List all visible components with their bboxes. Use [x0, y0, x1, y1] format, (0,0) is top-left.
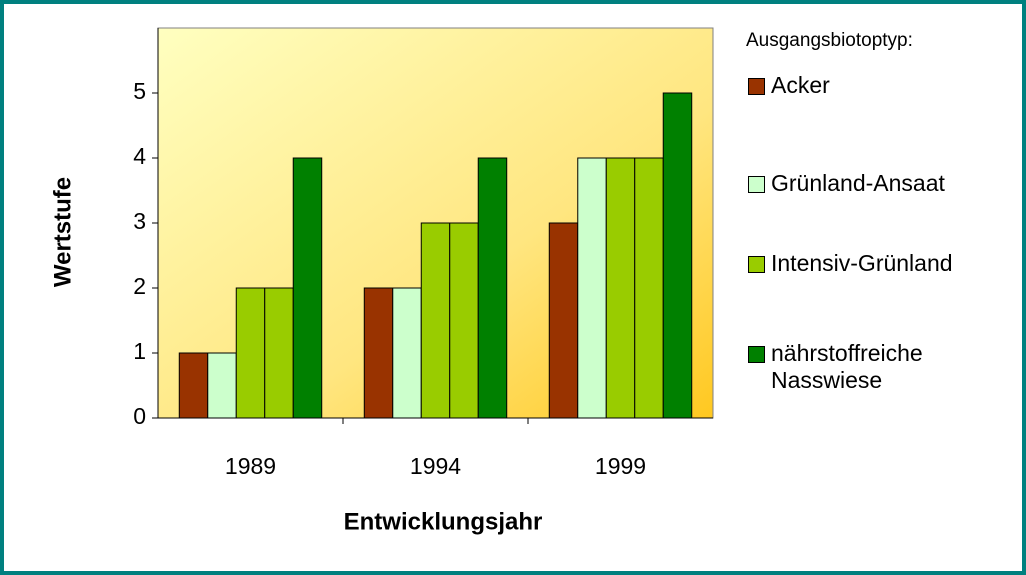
- y-tick-label: 5: [133, 78, 146, 104]
- bar: [634, 157, 664, 419]
- legend-swatch: [748, 256, 765, 273]
- y-axis-title: Wertstufe: [49, 177, 76, 287]
- bar: [477, 157, 508, 419]
- legend-title: Ausgangsbiotoptyp:: [746, 30, 913, 51]
- bar: [577, 157, 607, 419]
- y-tick-label: 0: [133, 403, 146, 429]
- legend-label: nährstoffreiche Nasswiese: [771, 340, 923, 393]
- x-tick-label: 1994: [410, 453, 461, 479]
- y-tick-label: 4: [133, 143, 146, 169]
- bar: [264, 287, 294, 419]
- x-tick-label: 1989: [225, 453, 276, 479]
- x-tick-label: 1999: [595, 453, 646, 479]
- legend-swatch: [748, 176, 765, 193]
- x-axis-title: Entwicklungsjahr: [344, 508, 543, 535]
- bar: [392, 287, 422, 419]
- y-tick-label: 2: [133, 273, 146, 299]
- legend-label: Intensiv-Grünland: [771, 250, 953, 276]
- y-tick-label: 3: [133, 208, 146, 234]
- bar: [449, 222, 479, 419]
- legend-label: Grünland-Ansaat: [771, 170, 945, 196]
- bar: [548, 222, 579, 419]
- legend-item: Acker: [748, 72, 1018, 99]
- legend-item: nährstoffreiche Nasswiese: [748, 340, 1018, 394]
- legend-swatch: [748, 78, 765, 95]
- legend-label: Acker: [771, 72, 830, 98]
- bar: [420, 222, 451, 419]
- chart: Wertstufe Entwicklungsjahr 0 1 2 3 4 5 1989 199…: [49, 27, 714, 535]
- legend-item: Grünland-Ansaat: [748, 170, 1018, 197]
- y-tick-label: 1: [133, 338, 146, 364]
- bar: [178, 352, 209, 419]
- bar: [605, 157, 636, 419]
- bar: [207, 352, 237, 419]
- bar: [662, 92, 693, 419]
- bar: [363, 287, 394, 419]
- bar: [235, 287, 266, 419]
- legend-swatch: [748, 346, 765, 363]
- legend-item: Intensiv-Grünland: [748, 250, 1018, 277]
- bar: [292, 157, 323, 419]
